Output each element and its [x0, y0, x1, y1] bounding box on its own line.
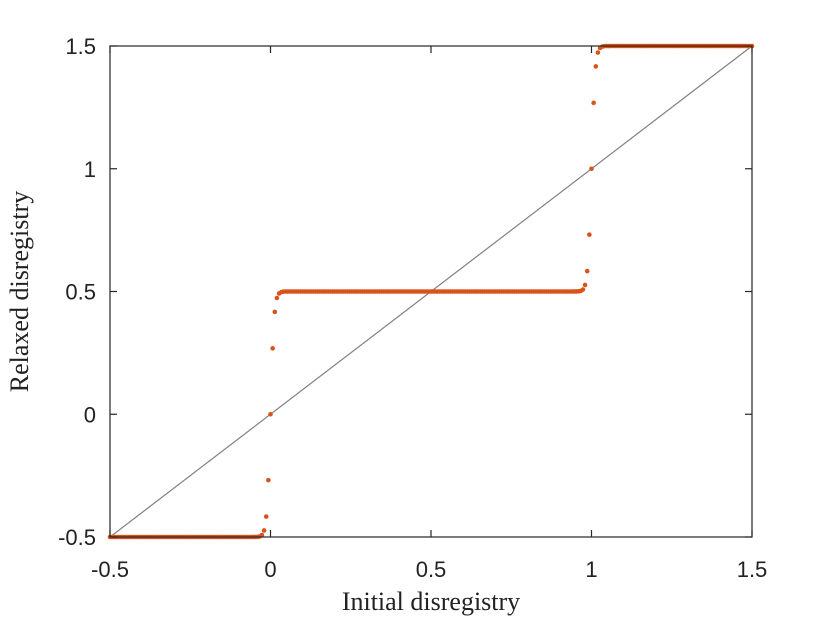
data-point: [591, 100, 596, 106]
x-tick-label: -0.5: [91, 557, 129, 582]
y-tick-label: 0: [84, 402, 96, 427]
x-tick-labels: -0.5 0 0.5 1 1.5: [91, 557, 767, 582]
data-point: [582, 282, 588, 288]
data-point: [268, 411, 273, 417]
data-point: [272, 309, 278, 315]
data-point: [589, 166, 594, 172]
plot-marks: [107, 43, 755, 540]
data-point: [270, 346, 275, 351]
data-point: [587, 232, 592, 237]
x-tick-label: 1: [585, 557, 597, 582]
data-point: [259, 532, 265, 538]
data-point: [584, 268, 590, 274]
data-point: [593, 64, 599, 69]
y-tick-label: 1.5: [65, 34, 96, 59]
x-tick-label: 0.5: [416, 557, 447, 582]
tick-marks: [109, 45, 753, 538]
data-point: [595, 50, 601, 55]
y-axis-label: Relaxed disregistry: [5, 191, 34, 392]
data-point: [261, 528, 267, 533]
data-point: [580, 287, 586, 292]
x-tick-label: 0: [264, 557, 276, 582]
data-point: [266, 477, 271, 483]
y-tick-labels: -0.5 0 0.5 1 1.5: [58, 34, 96, 550]
x-tick-label: 1.5: [737, 557, 768, 582]
y-tick-label: 0.5: [65, 280, 96, 305]
data-point: [263, 514, 269, 519]
x-axis-label: Initial disregistry: [342, 587, 520, 616]
y-tick-label: -0.5: [58, 525, 96, 550]
data-point: [274, 295, 280, 301]
y-tick-label: 1: [84, 157, 96, 182]
